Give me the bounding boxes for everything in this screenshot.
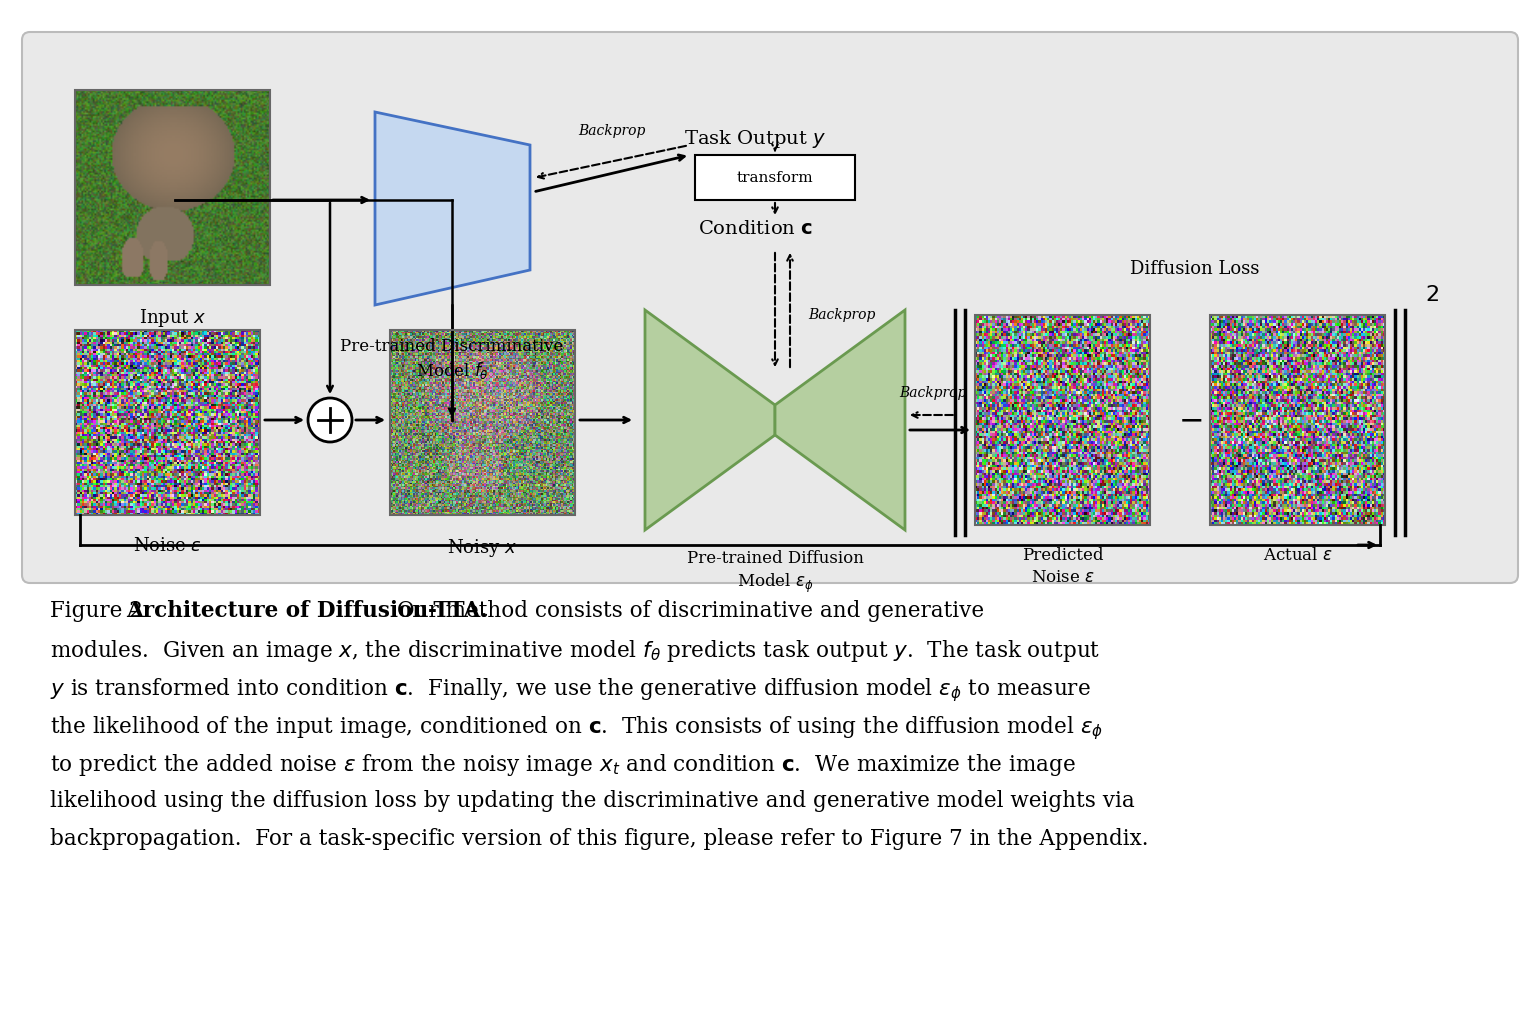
Text: modules.  Given an image $x$, the discriminative model $f_\theta$ predicts task : modules. Given an image $x$, the discrim… bbox=[49, 638, 1101, 664]
Bar bbox=[75, 330, 260, 515]
Text: the likelihood of the input image, conditioned on $\mathbf{c}$.  This consists o: the likelihood of the input image, condi… bbox=[49, 714, 1103, 742]
Text: Pre-trained Discriminative: Pre-trained Discriminative bbox=[340, 338, 564, 355]
Text: Condition $\mathbf{c}$: Condition $\mathbf{c}$ bbox=[698, 220, 813, 238]
Text: Backprop: Backprop bbox=[808, 308, 875, 322]
Text: to predict the added noise $\epsilon$ from the noisy image $x_t$ and condition $: to predict the added noise $\epsilon$ fr… bbox=[49, 752, 1076, 778]
Text: Figure 2:: Figure 2: bbox=[49, 600, 157, 622]
Bar bbox=[975, 315, 1150, 525]
Text: Model $f_\theta$: Model $f_\theta$ bbox=[416, 360, 488, 381]
Bar bbox=[1210, 315, 1384, 525]
Text: $2$: $2$ bbox=[1424, 285, 1438, 305]
Text: Our method consists of discriminative and generative: Our method consists of discriminative an… bbox=[390, 600, 984, 622]
Text: Model $\epsilon_\phi$: Model $\epsilon_\phi$ bbox=[736, 573, 813, 595]
Polygon shape bbox=[775, 310, 906, 530]
Bar bbox=[695, 155, 855, 200]
Text: Backprop: Backprop bbox=[579, 124, 645, 139]
Text: Diffusion Loss: Diffusion Loss bbox=[1130, 260, 1260, 278]
Text: Pre-trained Diffusion: Pre-trained Diffusion bbox=[687, 550, 864, 567]
Polygon shape bbox=[376, 112, 530, 305]
Text: Actual $\epsilon$: Actual $\epsilon$ bbox=[1263, 547, 1332, 564]
FancyBboxPatch shape bbox=[22, 32, 1518, 583]
Polygon shape bbox=[645, 310, 775, 530]
Text: Backprop: Backprop bbox=[899, 386, 967, 400]
Text: Input $x$: Input $x$ bbox=[139, 307, 206, 329]
Text: Task Output $y$: Task Output $y$ bbox=[684, 128, 825, 150]
Text: Noise $\epsilon$: Noise $\epsilon$ bbox=[132, 537, 202, 555]
Text: Predicted: Predicted bbox=[1021, 547, 1103, 564]
Text: Noise $\epsilon$: Noise $\epsilon$ bbox=[1030, 569, 1095, 586]
Bar bbox=[75, 90, 270, 285]
Text: backpropagation.  For a task-specific version of this figure, please refer to Fi: backpropagation. For a task-specific ver… bbox=[49, 828, 1149, 850]
Text: transform: transform bbox=[736, 170, 813, 185]
Circle shape bbox=[308, 398, 353, 442]
Text: Architecture of Diffusion-TTA.: Architecture of Diffusion-TTA. bbox=[126, 600, 488, 622]
Text: $-$: $-$ bbox=[1178, 405, 1203, 434]
Text: Noisy $x$: Noisy $x$ bbox=[447, 537, 517, 559]
Text: likelihood using the diffusion loss by updating the discriminative and generativ: likelihood using the diffusion loss by u… bbox=[49, 790, 1135, 812]
Text: $y$ is transformed into condition $\mathbf{c}$.  Finally, we use the generative : $y$ is transformed into condition $\math… bbox=[49, 676, 1090, 704]
Bar bbox=[390, 330, 574, 515]
